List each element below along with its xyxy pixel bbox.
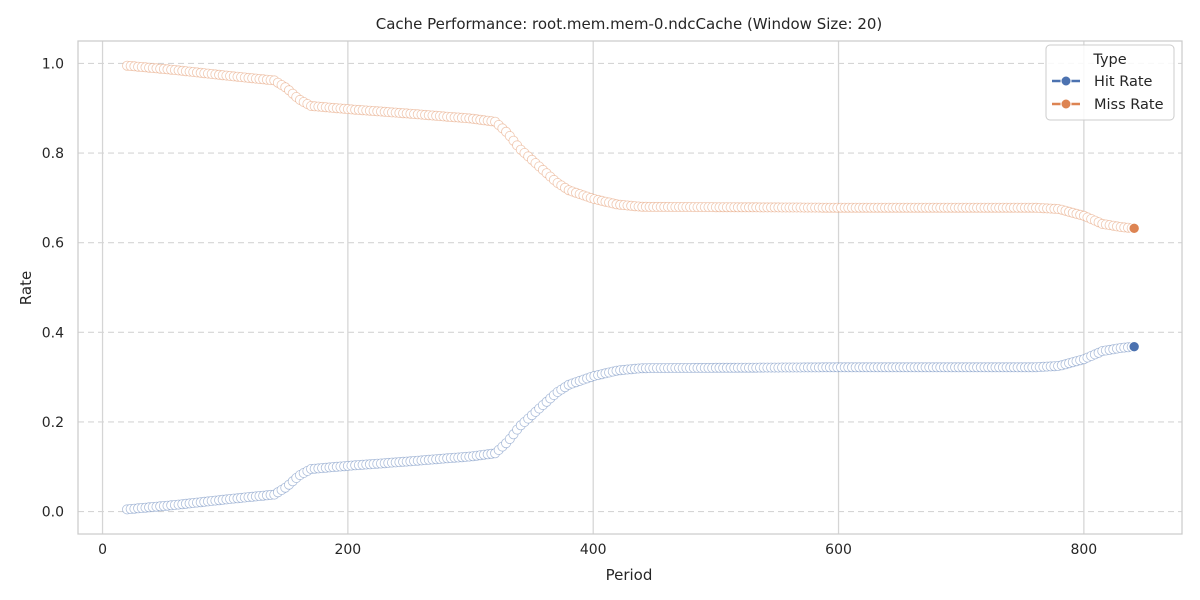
y-tick-label: 0.6 bbox=[42, 236, 64, 252]
x-tick-label: 800 bbox=[1070, 542, 1097, 558]
tick-labels: 0 200 400 600 800 0.0 0.2 0.4 0.6 0.8 1.0 bbox=[42, 56, 1097, 558]
legend-label-hit-rate: Hit Rate bbox=[1094, 74, 1153, 90]
x-tick-label: 0 bbox=[98, 542, 107, 558]
y-tick-label: 1.0 bbox=[42, 56, 64, 72]
chart-title: Cache Performance: root.mem.mem-0.ndcCac… bbox=[376, 15, 883, 33]
final-point-miss-rate bbox=[1128, 222, 1140, 235]
x-tick-label: 400 bbox=[580, 542, 607, 558]
series-layer bbox=[122, 60, 1140, 515]
legend-marker-hit-rate bbox=[1060, 75, 1072, 87]
legend-marker-miss-rate bbox=[1060, 98, 1072, 110]
legend-entry-miss-rate: Miss Rate bbox=[1052, 97, 1164, 113]
y-axis-label: Rate bbox=[17, 271, 35, 305]
x-tick-label: 600 bbox=[825, 542, 852, 558]
legend-entry-hit-rate: Hit Rate bbox=[1052, 74, 1153, 90]
y-tick-label: 0.4 bbox=[42, 325, 64, 341]
legend-label-miss-rate: Miss Rate bbox=[1094, 97, 1164, 113]
plot-frame bbox=[77, 40, 1183, 535]
legend-box bbox=[1045, 44, 1175, 121]
y-tick-label: 0.8 bbox=[42, 146, 64, 162]
x-tick-label: 200 bbox=[334, 542, 361, 558]
series-hit-rate bbox=[122, 340, 1140, 515]
grid bbox=[78, 41, 1182, 534]
y-tick-label: 0.2 bbox=[42, 415, 64, 431]
legend-title: Type bbox=[1092, 52, 1126, 68]
final-point-hit-rate bbox=[1128, 340, 1140, 353]
series-miss-rate bbox=[122, 60, 1140, 235]
y-tick-label: 0.0 bbox=[42, 505, 64, 521]
x-axis-label: Period bbox=[606, 566, 653, 584]
legend: Type Hit Rate Miss Rate bbox=[1045, 44, 1175, 121]
